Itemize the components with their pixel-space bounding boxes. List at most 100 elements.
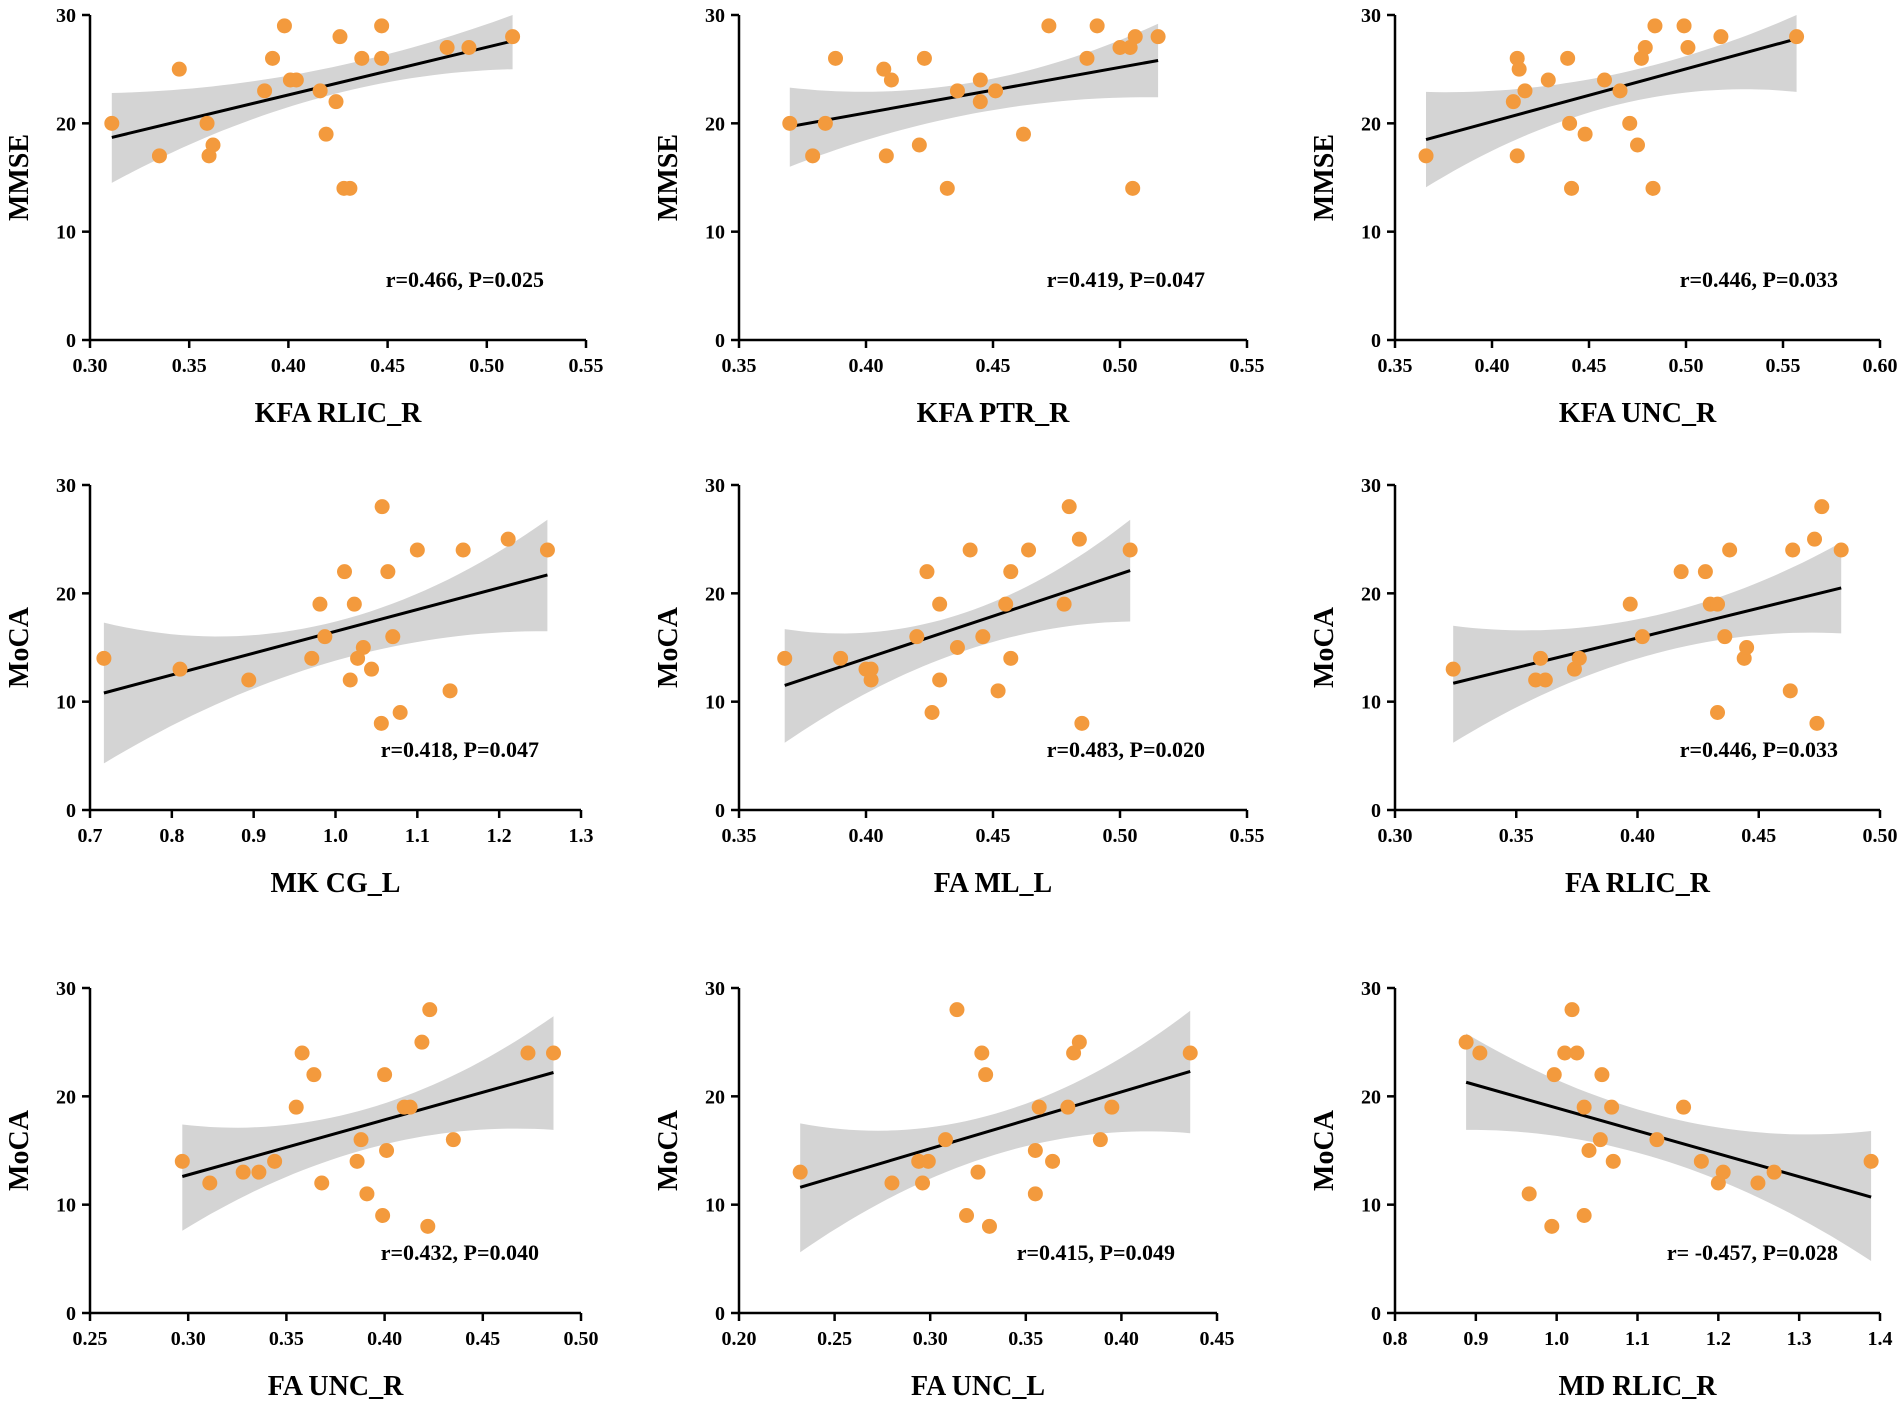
confidence-band [111, 15, 513, 183]
data-point [276, 18, 292, 34]
correlation-annotation: r=0.415, P=0.049 [1017, 1240, 1175, 1265]
y-axis-title: MoCA [1309, 606, 1340, 688]
data-point [1021, 542, 1037, 558]
data-point [1680, 40, 1696, 55]
y-tick-label: 10 [705, 692, 725, 714]
data-point [1127, 29, 1143, 45]
x-tick-label: 1.1 [1625, 1328, 1650, 1350]
data-point [1056, 596, 1072, 612]
data-point [1079, 50, 1095, 66]
x-tick-label: 0.35 [172, 355, 207, 377]
data-point [1122, 542, 1138, 558]
x-tick-label: 1.3 [1787, 1328, 1812, 1350]
data-point [1003, 564, 1019, 580]
confidence-band [784, 519, 1131, 743]
correlation-annotation: r=0.432, P=0.040 [381, 1240, 539, 1265]
x-axis-title: KFA UNC_R [1559, 398, 1717, 429]
data-point [1458, 1034, 1474, 1050]
x-axis-title: KFA PTR_R [917, 398, 1070, 429]
data-point [1605, 1153, 1621, 1169]
x-tick-label: 0.55 [1766, 355, 1801, 377]
data-point [318, 126, 334, 142]
y-tick-label: 30 [1361, 978, 1381, 1000]
data-point [1015, 126, 1031, 142]
data-point [374, 50, 390, 66]
x-tick-label: 0.35 [269, 1328, 304, 1350]
y-tick-label: 0 [1371, 800, 1381, 822]
data-point [1569, 1045, 1585, 1061]
regression-line [1465, 1080, 1872, 1199]
data-point [1612, 83, 1628, 99]
data-point [805, 148, 821, 164]
y-tick-label: 10 [1361, 1195, 1381, 1217]
data-point [1592, 1132, 1608, 1148]
data-point [1597, 72, 1613, 88]
data-point [1509, 148, 1525, 164]
data-point [392, 705, 408, 720]
data-point [988, 83, 1004, 99]
data-point [1630, 137, 1645, 153]
x-tick-label: 0.35 [722, 825, 757, 847]
data-point [104, 115, 120, 131]
y-axis-title: MMSE [4, 134, 35, 221]
y-tick-label: 30 [1361, 475, 1381, 497]
data-point [199, 115, 215, 131]
scatter-panel-3: 0 10 20 30 0.35 0.40 0.45 0.50 0.55 0.60 r=0.446, … [1309, 5, 1898, 429]
x-tick-label: 0.35 [1378, 355, 1413, 377]
data-point [500, 531, 516, 547]
x-tick-label: 0.40 [849, 355, 884, 377]
data-point [96, 650, 112, 666]
data-point [349, 1153, 365, 1169]
data-point [414, 1034, 430, 1050]
data-point [1540, 72, 1556, 88]
x-axis-title: FA UNC_L [911, 1371, 1045, 1402]
data-point [919, 564, 935, 580]
x-axis-title: FA RLIC_R [1565, 868, 1711, 899]
x-tick-label: 1.3 [569, 825, 594, 847]
data-point [1089, 18, 1105, 34]
y-tick-label: 20 [705, 113, 725, 135]
data-point [174, 1153, 190, 1169]
data-point [1150, 29, 1166, 45]
y-axis-title: MoCA [1309, 1109, 1340, 1191]
data-point [172, 661, 188, 677]
y-tick-label: 20 [1361, 1086, 1381, 1108]
y-axis-title: MoCA [4, 606, 35, 688]
data-point [265, 50, 281, 66]
scatter-panel-8: 0 10 20 30 0.20 0.25 0.30 0.35 0.40 0.45 r=0.415, … [653, 978, 1235, 1402]
data-point [998, 596, 1014, 612]
data-point [828, 50, 844, 66]
x-tick-label: 0.40 [1620, 825, 1655, 847]
data-point [461, 40, 477, 55]
x-tick-label: 0.7 [78, 825, 103, 847]
correlation-annotation: r=0.418, P=0.047 [381, 737, 539, 762]
data-point [949, 640, 965, 655]
data-point [546, 1045, 562, 1061]
y-tick-label: 20 [56, 583, 76, 605]
data-point [863, 672, 879, 688]
x-tick-label: 0.35 [722, 355, 757, 377]
data-point [1003, 650, 1019, 666]
data-point [916, 50, 932, 66]
y-tick-label: 30 [1361, 5, 1381, 27]
data-point [445, 1132, 461, 1148]
x-axis-title: FA ML_L [934, 868, 1052, 899]
x-tick-label: 1.1 [405, 825, 430, 847]
data-point [1071, 531, 1087, 547]
data-point [346, 596, 362, 612]
data-point [359, 1186, 375, 1202]
data-point [202, 1175, 218, 1191]
data-point [1713, 29, 1729, 45]
data-point [911, 137, 927, 153]
data-point [924, 705, 940, 720]
data-point [1092, 1132, 1108, 1148]
x-tick-label: 0.45 [976, 825, 1011, 847]
data-point [1693, 1153, 1709, 1169]
data-point [1676, 18, 1692, 34]
data-point [1562, 115, 1578, 131]
y-tick-label: 20 [56, 113, 76, 135]
x-tick-label: 0.55 [569, 355, 604, 377]
x-tick-label: 0.9 [1463, 1328, 1488, 1350]
x-tick-label: 0.50 [1103, 355, 1138, 377]
data-point [777, 650, 793, 666]
